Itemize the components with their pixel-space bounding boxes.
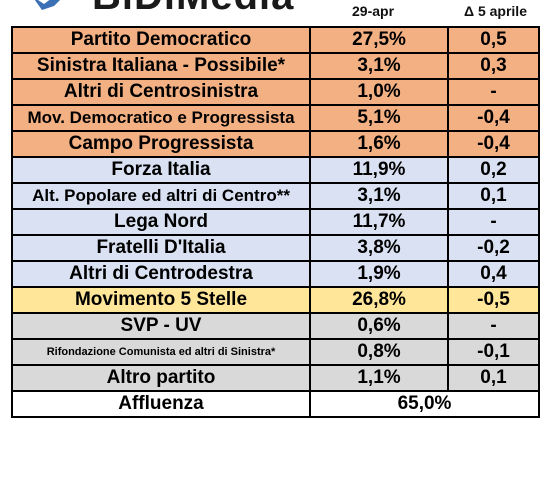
table-row: Fratelli D'Italia 3,8% -0,2 xyxy=(11,234,540,262)
vote-share: 3,1% xyxy=(309,52,449,80)
vote-delta: 0,1 xyxy=(447,364,540,392)
vote-share: 27,5% xyxy=(309,26,449,54)
header: BiDiMedia 29-apr Δ 5 aprile xyxy=(0,0,549,26)
table-row: Altri di Centrodestra 1,9% 0,4 xyxy=(11,260,540,288)
vote-share: 5,1% xyxy=(309,104,449,132)
party-name: Alt. Popolare ed altri di Centro** xyxy=(11,182,311,210)
party-name: Partito Democratico xyxy=(11,26,311,54)
table-row: Altri di Centrosinistra 1,0% - xyxy=(11,78,540,106)
party-name: Mov. Democratico e Progressista xyxy=(11,104,311,132)
table-row: Sinistra Italiana - Possibile* 3,1% 0,3 xyxy=(11,52,540,80)
party-name: SVP - UV xyxy=(11,312,311,340)
party-name: Campo Progressista xyxy=(11,130,311,158)
party-name: Fratelli D'Italia xyxy=(11,234,311,262)
turnout-label: Affluenza xyxy=(11,390,311,418)
turnout-value: 65,0% xyxy=(309,390,540,418)
turnout-row: Affluenza 65,0% xyxy=(11,390,540,418)
vote-share: 1,0% xyxy=(309,78,449,106)
party-name: Altri di Centrosinistra xyxy=(11,78,311,106)
vote-delta: -0,4 xyxy=(447,130,540,158)
vote-delta: 0,5 xyxy=(447,26,540,54)
date-column-header: 29-apr xyxy=(352,3,395,19)
table-row: Altro partito 1,1% 0,1 xyxy=(11,364,540,392)
table-row: Lega Nord 11,7% - xyxy=(11,208,540,236)
table-row: Mov. Democratico e Progressista 5,1% -0,… xyxy=(11,104,540,132)
poll-table: Partito Democratico 27,5% 0,5 Sinistra I… xyxy=(11,26,540,418)
vote-delta: 0,1 xyxy=(447,182,540,210)
vote-share: 26,8% xyxy=(309,286,449,314)
table-row: Forza Italia 11,9% 0,2 xyxy=(11,156,540,184)
party-name: Altro partito xyxy=(11,364,311,392)
party-name: Rifondazione Comunista ed altri di Sinis… xyxy=(11,338,311,366)
table-row: Alt. Popolare ed altri di Centro** 3,1% … xyxy=(11,182,540,210)
vote-share: 1,6% xyxy=(309,130,449,158)
vote-delta: - xyxy=(447,78,540,106)
party-name: Movimento 5 Stelle xyxy=(11,286,311,314)
vote-share: 1,1% xyxy=(309,364,449,392)
vote-delta: -0,2 xyxy=(447,234,540,262)
vote-share: 1,9% xyxy=(309,260,449,288)
delta-column-header: Δ 5 aprile xyxy=(464,3,527,19)
party-name: Sinistra Italiana - Possibile* xyxy=(11,52,311,80)
vote-delta: 0,2 xyxy=(447,156,540,184)
vote-share: 3,8% xyxy=(309,234,449,262)
table-row: Campo Progressista 1,6% -0,4 xyxy=(11,130,540,158)
table-row: Partito Democratico 27,5% 0,5 xyxy=(11,26,540,54)
table-row: SVP - UV 0,6% - xyxy=(11,312,540,340)
vote-delta: -0,1 xyxy=(447,338,540,366)
table-row: Rifondazione Comunista ed altri di Sinis… xyxy=(11,338,540,366)
vote-delta: 0,3 xyxy=(447,52,540,80)
brand-logo: BiDiMedia xyxy=(92,0,294,16)
vote-delta: 0,4 xyxy=(447,260,540,288)
vote-delta: -0,4 xyxy=(447,104,540,132)
vote-share: 3,1% xyxy=(309,182,449,210)
table-row: Movimento 5 Stelle 26,8% -0,5 xyxy=(11,286,540,314)
vote-share: 0,8% xyxy=(309,338,449,366)
vote-delta: - xyxy=(447,312,540,340)
vote-share: 0,6% xyxy=(309,312,449,340)
vote-delta: -0,5 xyxy=(447,286,540,314)
party-name: Forza Italia xyxy=(11,156,311,184)
vote-share: 11,7% xyxy=(309,208,449,236)
party-name: Altri di Centrodestra xyxy=(11,260,311,288)
party-name: Lega Nord xyxy=(11,208,311,236)
vote-delta: - xyxy=(447,208,540,236)
bird-logo-icon xyxy=(34,0,60,10)
vote-share: 11,9% xyxy=(309,156,449,184)
